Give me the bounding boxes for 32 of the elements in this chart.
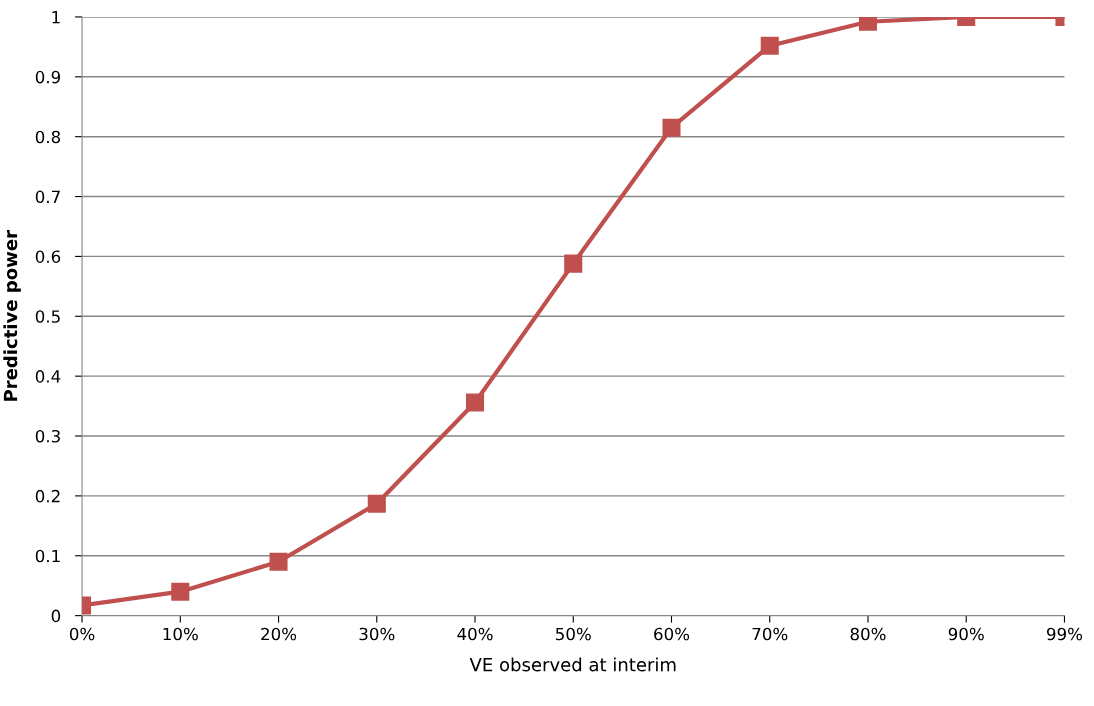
x-tick-label: 20% [261, 627, 297, 641]
point [269, 552, 288, 571]
y-tick-label: 1 [52, 11, 60, 24]
y-tick-label: 0.5 [35, 310, 60, 323]
y-tick-label: 0.8 [35, 130, 61, 144]
y-tick-label: 0.2 [35, 489, 60, 503]
x-tick-label: 10% [163, 627, 198, 641]
x-tick-label: 40% [457, 627, 493, 641]
point [760, 36, 779, 55]
point [367, 494, 386, 513]
point [858, 16, 878, 31]
y-tick-label: 0 [51, 609, 61, 623]
x-tick-label: 50% [556, 627, 591, 641]
y-axis-title: Predictive power [3, 230, 21, 401]
point [171, 582, 190, 601]
point [465, 393, 485, 412]
x-axis-title: VE observed at interim [469, 657, 676, 672]
x-tick-label: 99% [1046, 627, 1083, 641]
y-tick-label: 0.6 [35, 250, 61, 263]
y-tick-label: 0.3 [35, 429, 60, 443]
y-tick-label: 0.4 [35, 370, 61, 383]
x-tick-label: 80% [850, 627, 886, 641]
y-tick-label: 0.7 [35, 190, 60, 204]
y-tick-label: 0.1 [35, 549, 60, 563]
x-tick-label: 60% [654, 627, 690, 641]
x-tick-label: 70% [752, 627, 788, 641]
point [662, 118, 681, 137]
x-tick-label: 30% [359, 627, 395, 641]
x-tick-label: 0% [69, 627, 95, 641]
y-tick-label: 0.9 [35, 70, 61, 84]
point [564, 254, 583, 273]
x-tick-label: 90% [948, 627, 984, 641]
